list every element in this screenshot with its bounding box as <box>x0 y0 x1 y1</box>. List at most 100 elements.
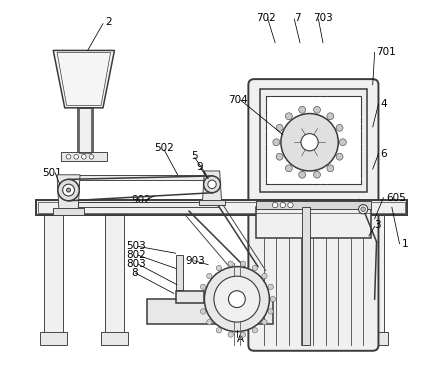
Circle shape <box>252 265 257 271</box>
Circle shape <box>299 106 306 113</box>
Circle shape <box>200 284 206 290</box>
Text: 803: 803 <box>126 259 146 269</box>
Circle shape <box>228 332 233 337</box>
Bar <box>36 200 407 215</box>
Circle shape <box>358 205 368 214</box>
Text: 802: 802 <box>126 250 146 260</box>
Circle shape <box>327 165 334 172</box>
Circle shape <box>240 332 246 337</box>
Text: 701: 701 <box>376 47 396 57</box>
Circle shape <box>207 273 212 279</box>
Bar <box>147 299 273 324</box>
Circle shape <box>203 176 220 193</box>
Polygon shape <box>53 50 114 108</box>
Circle shape <box>228 291 245 308</box>
Bar <box>79 108 92 152</box>
Circle shape <box>262 273 267 279</box>
Circle shape <box>89 154 94 159</box>
Circle shape <box>280 202 286 208</box>
Circle shape <box>67 188 71 192</box>
Text: 703: 703 <box>313 13 333 23</box>
Text: 503: 503 <box>126 241 146 252</box>
Text: 6: 6 <box>380 149 387 159</box>
Text: A: A <box>237 334 244 344</box>
Circle shape <box>273 202 278 208</box>
Circle shape <box>336 124 343 131</box>
Bar <box>78 202 218 207</box>
Bar <box>256 207 371 238</box>
Bar <box>78 175 218 180</box>
Bar <box>365 215 384 334</box>
Polygon shape <box>57 175 80 211</box>
Bar <box>44 215 63 334</box>
Circle shape <box>313 171 320 178</box>
Circle shape <box>66 154 71 159</box>
Bar <box>302 207 310 345</box>
Text: 2: 2 <box>105 17 111 27</box>
Circle shape <box>313 106 320 113</box>
Circle shape <box>301 134 318 151</box>
Circle shape <box>228 261 233 266</box>
Bar <box>38 202 405 213</box>
Circle shape <box>81 154 86 159</box>
Text: 1: 1 <box>401 238 408 249</box>
Bar <box>198 200 225 205</box>
Text: 502: 502 <box>155 143 174 153</box>
Text: 5: 5 <box>191 151 198 161</box>
Bar <box>266 96 361 184</box>
Circle shape <box>299 171 306 178</box>
Circle shape <box>327 113 334 120</box>
Text: 501: 501 <box>42 168 62 178</box>
Circle shape <box>270 296 275 302</box>
Bar <box>361 332 388 345</box>
Bar <box>78 108 93 154</box>
Circle shape <box>198 296 203 302</box>
FancyBboxPatch shape <box>249 79 379 351</box>
Text: 605: 605 <box>386 193 406 203</box>
Bar <box>40 332 67 345</box>
Circle shape <box>200 309 206 314</box>
Circle shape <box>285 165 292 172</box>
Circle shape <box>216 265 222 271</box>
Circle shape <box>240 261 246 266</box>
Circle shape <box>268 309 274 314</box>
Text: 4: 4 <box>380 99 387 109</box>
Text: 9: 9 <box>196 162 202 172</box>
Circle shape <box>214 276 260 322</box>
Circle shape <box>361 207 366 212</box>
Text: 3: 3 <box>375 220 381 230</box>
Circle shape <box>262 319 267 325</box>
Polygon shape <box>202 171 222 202</box>
Text: 7: 7 <box>294 13 301 23</box>
Circle shape <box>74 154 79 159</box>
Circle shape <box>276 124 283 131</box>
Text: 702: 702 <box>256 13 276 23</box>
Circle shape <box>288 202 293 208</box>
Bar <box>176 291 204 303</box>
Bar <box>256 201 371 209</box>
Bar <box>101 332 128 345</box>
Circle shape <box>216 328 222 333</box>
Bar <box>260 89 367 192</box>
Circle shape <box>268 284 274 290</box>
Text: 903: 903 <box>185 256 205 266</box>
Bar <box>61 152 107 161</box>
Text: 704: 704 <box>228 95 248 105</box>
Circle shape <box>285 113 292 120</box>
Circle shape <box>204 266 270 332</box>
Circle shape <box>207 319 212 325</box>
Circle shape <box>276 153 283 160</box>
Circle shape <box>63 184 75 196</box>
Circle shape <box>208 180 216 189</box>
Circle shape <box>273 139 280 146</box>
Circle shape <box>252 328 257 333</box>
Bar <box>176 255 183 290</box>
Bar <box>105 215 124 334</box>
Text: 902: 902 <box>132 195 152 205</box>
Circle shape <box>58 179 79 201</box>
Circle shape <box>336 153 343 160</box>
Text: 8: 8 <box>131 268 138 278</box>
Bar <box>53 208 84 215</box>
Circle shape <box>339 139 346 146</box>
Circle shape <box>281 114 338 171</box>
